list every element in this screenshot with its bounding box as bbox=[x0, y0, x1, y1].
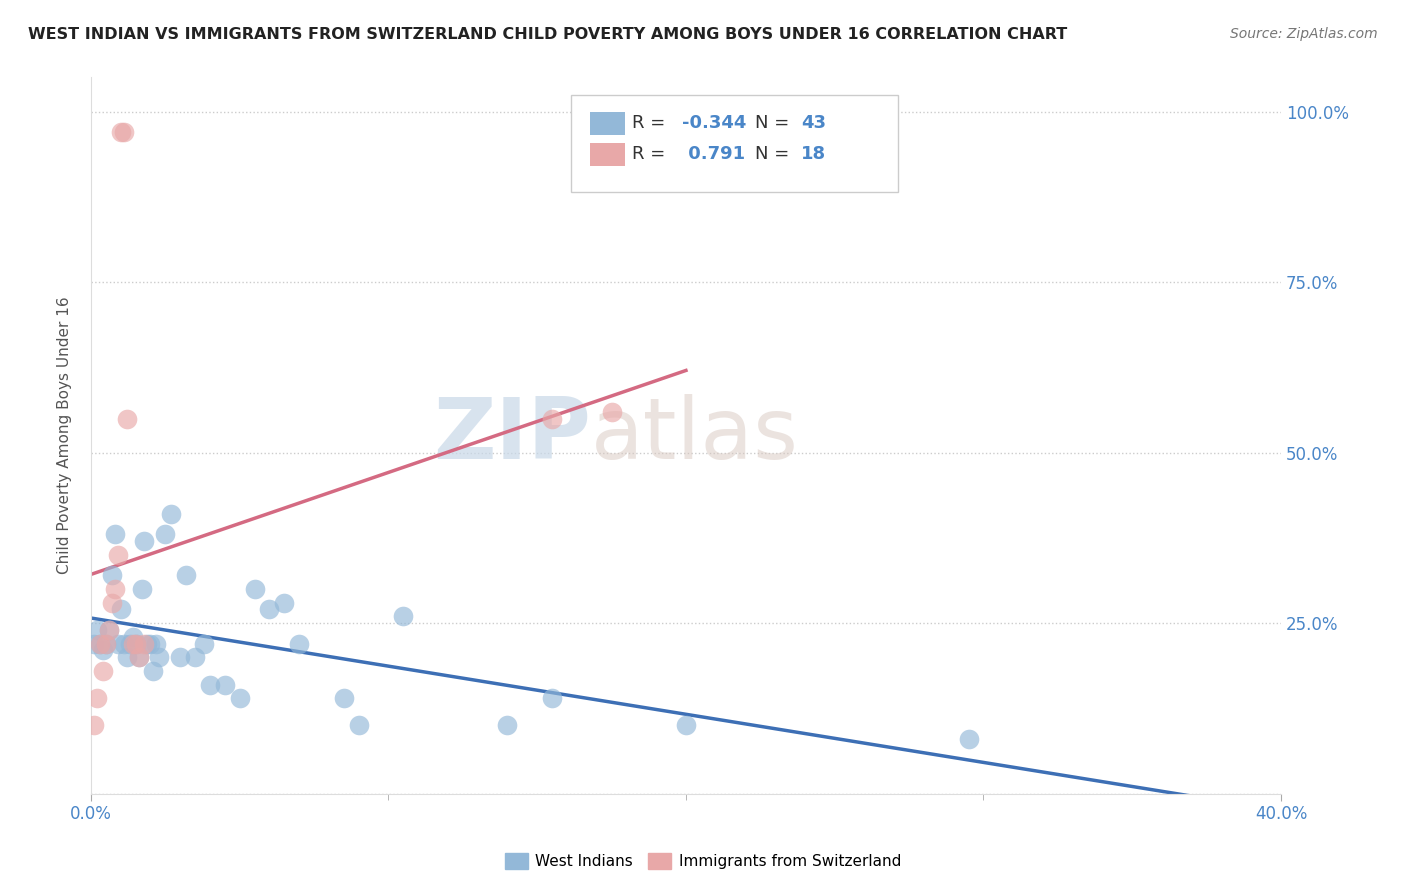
Text: Source: ZipAtlas.com: Source: ZipAtlas.com bbox=[1230, 27, 1378, 41]
Point bbox=[193, 637, 215, 651]
Point bbox=[94, 637, 117, 651]
Text: -0.344: -0.344 bbox=[682, 114, 747, 132]
Point bbox=[124, 637, 146, 651]
Point bbox=[110, 125, 132, 139]
Point bbox=[957, 732, 980, 747]
Point bbox=[112, 637, 135, 651]
Point bbox=[94, 637, 117, 651]
Point bbox=[136, 637, 159, 651]
Text: N =: N = bbox=[755, 145, 794, 163]
Point bbox=[89, 637, 111, 651]
Point bbox=[541, 691, 564, 706]
Point bbox=[134, 637, 156, 651]
Point bbox=[134, 534, 156, 549]
Point bbox=[91, 664, 114, 678]
Point bbox=[128, 650, 150, 665]
Text: atlas: atlas bbox=[591, 394, 799, 477]
Point bbox=[496, 718, 519, 732]
Point bbox=[100, 568, 122, 582]
FancyBboxPatch shape bbox=[589, 112, 626, 135]
Point bbox=[145, 637, 167, 651]
Point bbox=[124, 637, 146, 651]
Point bbox=[259, 602, 281, 616]
Point bbox=[97, 623, 120, 637]
Point bbox=[198, 677, 221, 691]
Text: ZIP: ZIP bbox=[433, 394, 591, 477]
Point bbox=[228, 691, 250, 706]
Point bbox=[107, 637, 129, 651]
Text: 18: 18 bbox=[801, 145, 827, 163]
Point bbox=[600, 405, 623, 419]
Text: 43: 43 bbox=[801, 114, 827, 132]
Text: 0.791: 0.791 bbox=[682, 145, 745, 163]
Point bbox=[148, 650, 170, 665]
Point bbox=[128, 650, 150, 665]
Point bbox=[112, 125, 135, 139]
Point bbox=[83, 637, 105, 651]
Point bbox=[97, 623, 120, 637]
Point bbox=[333, 691, 356, 706]
Point bbox=[169, 650, 191, 665]
Legend: West Indians, Immigrants from Switzerland: West Indians, Immigrants from Switzerlan… bbox=[499, 847, 907, 875]
Point bbox=[243, 582, 266, 596]
Point bbox=[541, 411, 564, 425]
Point bbox=[121, 630, 143, 644]
Point bbox=[110, 602, 132, 616]
Point bbox=[115, 650, 138, 665]
Point bbox=[100, 596, 122, 610]
Text: R =: R = bbox=[633, 114, 672, 132]
Point bbox=[214, 677, 236, 691]
Point bbox=[347, 718, 370, 732]
Point bbox=[104, 527, 127, 541]
Point bbox=[115, 411, 138, 425]
Point bbox=[104, 582, 127, 596]
Point bbox=[118, 637, 141, 651]
Point bbox=[121, 637, 143, 651]
Text: N =: N = bbox=[755, 114, 794, 132]
Point bbox=[107, 548, 129, 562]
Point bbox=[288, 637, 311, 651]
FancyBboxPatch shape bbox=[589, 143, 626, 166]
Point bbox=[89, 637, 111, 651]
Point bbox=[155, 527, 177, 541]
Point bbox=[174, 568, 197, 582]
Point bbox=[142, 664, 165, 678]
Point bbox=[139, 637, 162, 651]
Y-axis label: Child Poverty Among Boys Under 16: Child Poverty Among Boys Under 16 bbox=[58, 297, 72, 574]
Point bbox=[273, 596, 295, 610]
Point bbox=[91, 643, 114, 657]
Point bbox=[184, 650, 207, 665]
Point bbox=[86, 623, 108, 637]
Text: R =: R = bbox=[633, 145, 672, 163]
Text: WEST INDIAN VS IMMIGRANTS FROM SWITZERLAND CHILD POVERTY AMONG BOYS UNDER 16 COR: WEST INDIAN VS IMMIGRANTS FROM SWITZERLA… bbox=[28, 27, 1067, 42]
FancyBboxPatch shape bbox=[571, 95, 898, 192]
Point bbox=[160, 507, 183, 521]
Point bbox=[83, 718, 105, 732]
Point bbox=[131, 582, 153, 596]
Point bbox=[392, 609, 415, 624]
Point bbox=[86, 691, 108, 706]
Point bbox=[675, 718, 697, 732]
